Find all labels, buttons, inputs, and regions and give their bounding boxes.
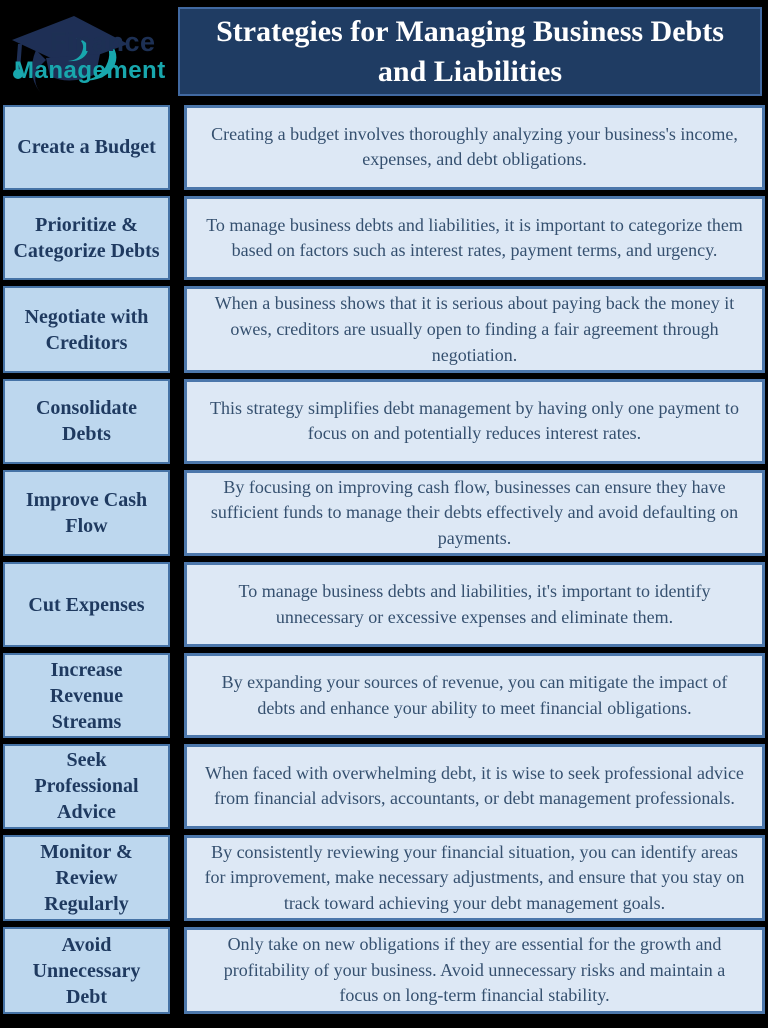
strategy-cell: Cut Expenses [3, 562, 170, 648]
strategy-cell: Seek Professional Advice [3, 743, 170, 829]
strategy-cell: Avoid Unnecessary Debt [3, 927, 170, 1014]
page-title: Strategies for Managing Business Debts a… [178, 7, 762, 96]
table-row: Negotiate with Creditors When a business… [3, 286, 765, 374]
description-cell: This strategy simplifies debt management… [184, 379, 765, 464]
description-cell: When faced with overwhelming debt, it is… [184, 743, 765, 829]
description-cell: Only take on new obligations if they are… [184, 927, 765, 1014]
table-row: Improve Cash Flow By focusing on improvi… [3, 469, 765, 557]
strategies-table: Create a Budget Creating a budget involv… [0, 101, 768, 1028]
table-row: Cut Expenses To manage business debts an… [3, 562, 765, 648]
description-cell: To manage business debts and liabilities… [184, 562, 765, 648]
table-row: Increase Revenue Streams By expanding yo… [3, 653, 765, 738]
strategy-cell: Consolidate Debts [3, 379, 170, 464]
table-row: Consolidate Debts This strategy simplifi… [3, 379, 765, 464]
header: Finance Management Strategies for Managi… [0, 0, 768, 101]
table-row: Seek Professional Advice When faced with… [3, 743, 765, 829]
strategy-cell: Negotiate with Creditors [3, 286, 170, 374]
description-cell: By expanding your sources of revenue, yo… [184, 653, 765, 738]
description-cell: Creating a budget involves thoroughly an… [184, 105, 765, 190]
logo-text-management: Management [14, 57, 166, 84]
strategy-cell: Monitor & Review Regularly [3, 834, 170, 922]
logo-text-finance: Finance [50, 27, 156, 57]
strategy-cell: Create a Budget [3, 105, 170, 190]
description-cell: When a business shows that it is serious… [184, 286, 765, 374]
table-row: Avoid Unnecessary Debt Only take on new … [3, 927, 765, 1014]
graduation-cap-icon [12, 16, 128, 92]
table-row: Prioritize & Categorize Debts To manage … [3, 195, 765, 281]
strategy-cell: Prioritize & Categorize Debts [3, 195, 170, 281]
description-cell: By consistently reviewing your financial… [184, 834, 765, 922]
description-cell: By focusing on improving cash flow, busi… [184, 469, 765, 557]
finance-management-logo: Finance Management [0, 0, 178, 101]
table-row: Create a Budget Creating a budget involv… [3, 105, 765, 190]
strategy-cell: Improve Cash Flow [3, 469, 170, 557]
strategy-cell: Increase Revenue Streams [3, 653, 170, 738]
description-cell: To manage business debts and liabilities… [184, 195, 765, 281]
table-row: Monitor & Review Regularly By consistent… [3, 834, 765, 922]
